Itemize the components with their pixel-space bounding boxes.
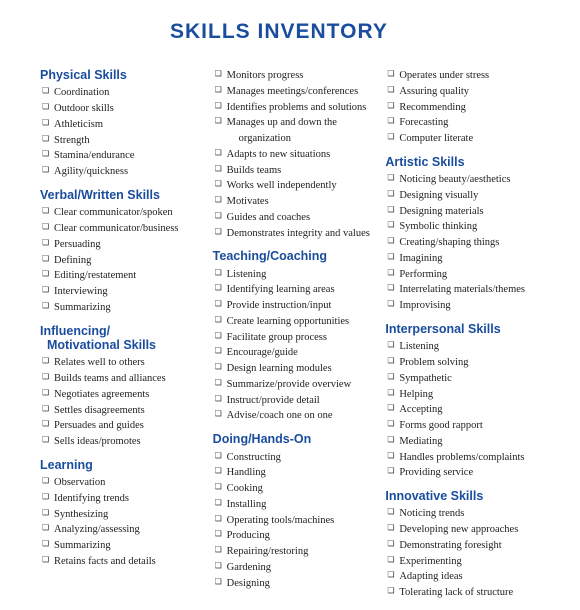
- skill-item: Manages meetings/conferences: [213, 84, 378, 100]
- skill-item: Clear communicator/spoken: [40, 205, 205, 221]
- skill-item: Symbolic thinking: [385, 219, 550, 235]
- skill-item: Adapting ideas: [385, 569, 550, 585]
- skill-item: Sells ideas/promotes: [40, 434, 205, 450]
- skill-item: Noticing trends: [385, 506, 550, 522]
- skill-item: Identifying trends: [40, 491, 205, 507]
- skill-item: Motivates: [213, 194, 378, 210]
- skill-item: Advise/coach one on one: [213, 408, 378, 424]
- section-heading: Interpersonal Skills: [385, 322, 550, 336]
- skill-item: Performing: [385, 267, 550, 283]
- skill-item: Mediating: [385, 434, 550, 450]
- skill-item: Repairing/restoring: [213, 544, 378, 560]
- section-heading: Verbal/Written Skills: [40, 188, 205, 202]
- skill-item: Gardening: [213, 560, 378, 576]
- skill-item: Producing: [213, 528, 378, 544]
- skill-item: Experimenting: [385, 554, 550, 570]
- skill-item: Negotiates agreements: [40, 387, 205, 403]
- skill-item: Provide instruction/input: [213, 298, 378, 314]
- skill-item: Imagining: [385, 251, 550, 267]
- skill-item: Noticing beauty/aesthetics: [385, 172, 550, 188]
- skill-item: Forecasting: [385, 115, 550, 131]
- skill-item: Creating/shaping things: [385, 235, 550, 251]
- skill-item: Operating tools/machines: [213, 513, 378, 529]
- skill-item: Designing: [213, 576, 378, 592]
- skill-item: Identifies problems and solutions: [213, 100, 378, 116]
- skill-item: Relates well to others: [40, 355, 205, 371]
- skill-item: Summarizing: [40, 300, 205, 316]
- skill-item: Cooking: [213, 481, 378, 497]
- skill-item: Forms good rapport: [385, 418, 550, 434]
- skill-item: Summarizing: [40, 538, 205, 554]
- skill-item: Accepting: [385, 402, 550, 418]
- skill-item: Encourage/guide: [213, 345, 378, 361]
- skill-item: Coordination: [40, 85, 205, 101]
- section-heading: Learning: [40, 458, 205, 472]
- section-heading: Doing/Hands-On: [213, 432, 378, 446]
- skill-item: Create learning opportunities: [213, 314, 378, 330]
- skill-item: Strength: [40, 133, 205, 149]
- skill-item: Guides and coaches: [213, 210, 378, 226]
- skill-item: Persuading: [40, 237, 205, 253]
- skill-item: Computer literate: [385, 131, 550, 147]
- skill-item: Defining: [40, 253, 205, 269]
- skill-item: Assuring quality: [385, 84, 550, 100]
- section-heading: Teaching/Coaching: [213, 249, 378, 263]
- skill-item: Works well independently: [213, 178, 378, 194]
- skill-item: Sympathetic: [385, 371, 550, 387]
- skill-item: Persuades and guides: [40, 418, 205, 434]
- skill-item: Synthesizing: [40, 507, 205, 523]
- skill-item: Athleticism: [40, 117, 205, 133]
- skill-item: Handling: [213, 465, 378, 481]
- skill-item: Providing service: [385, 465, 550, 481]
- skill-item: Builds teams: [213, 163, 378, 179]
- skill-item: Demonstrates integrity and values: [213, 226, 378, 242]
- skill-item: Settles disagreements: [40, 403, 205, 419]
- skill-item: Monitors progress: [213, 68, 378, 84]
- page-title: SKILLS INVENTORY: [170, 20, 550, 44]
- skill-item: Helping: [385, 387, 550, 403]
- skill-item: Instruct/provide detail: [213, 393, 378, 409]
- skill-item: Developing new approaches: [385, 522, 550, 538]
- skill-item: Retains facts and details: [40, 554, 205, 570]
- section-heading: Influencing/ Motivational Skills: [40, 324, 205, 353]
- skill-item: Stamina/endurance: [40, 148, 205, 164]
- skill-item: Builds teams and alliances: [40, 371, 205, 387]
- skill-item: Handles problems/complaints: [385, 450, 550, 466]
- skill-item: Listening: [385, 339, 550, 355]
- skill-item: Manages up and down the: [213, 115, 378, 131]
- skill-item: Analyzing/assessing: [40, 522, 205, 538]
- skill-item: Constructing: [213, 450, 378, 466]
- section-heading: Physical Skills: [40, 68, 205, 82]
- skill-item: Agility/quickness: [40, 164, 205, 180]
- skill-item: Observation: [40, 475, 205, 491]
- skill-item: Problem solving: [385, 355, 550, 371]
- skill-item: Recommending: [385, 100, 550, 116]
- column-2: Operates under stressAssuring qualityRec…: [385, 68, 550, 601]
- skill-item: Designing visually: [385, 188, 550, 204]
- skill-item: Clear communicator/business: [40, 221, 205, 237]
- skill-item: Listening: [213, 267, 378, 283]
- skill-item: Outdoor skills: [40, 101, 205, 117]
- skill-item: Designing materials: [385, 204, 550, 220]
- section-heading: Artistic Skills: [385, 155, 550, 169]
- skill-item: Facilitate group process: [213, 330, 378, 346]
- skill-item: Installing: [213, 497, 378, 513]
- skill-item: Identifying learning areas: [213, 282, 378, 298]
- columns-container: Physical Skills CoordinationOutdoor skill…: [40, 68, 550, 601]
- skill-item: Adapts to new situations: [213, 147, 378, 163]
- skill-item: Editing/restatement: [40, 268, 205, 284]
- skill-item: organization: [213, 131, 378, 147]
- section-heading: Innovative Skills: [385, 489, 550, 503]
- column-1: Monitors progressManages meetings/confer…: [213, 68, 378, 601]
- skill-item: Summarize/provide overview: [213, 377, 378, 393]
- skill-item: Demonstrating foresight: [385, 538, 550, 554]
- skill-item: Tolerating lack of structure: [385, 585, 550, 601]
- skill-item: Operates under stress: [385, 68, 550, 84]
- skill-item: Interrelating materials/themes: [385, 282, 550, 298]
- skill-item: Design learning modules: [213, 361, 378, 377]
- skill-item: Improvising: [385, 298, 550, 314]
- column-0: Physical Skills CoordinationOutdoor skill…: [40, 68, 205, 601]
- skill-item: Interviewing: [40, 284, 205, 300]
